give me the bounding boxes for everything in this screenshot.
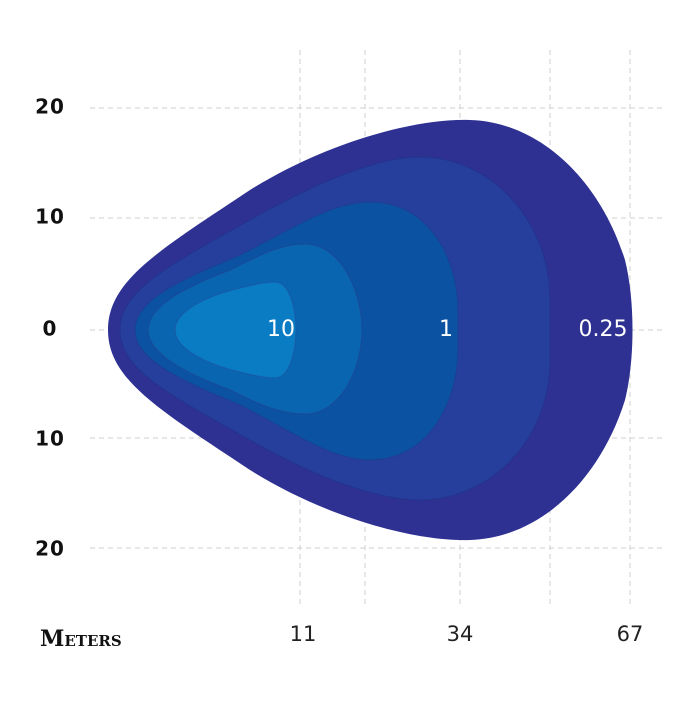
y-label: 20 bbox=[35, 95, 65, 119]
contour-label: 0.25 bbox=[579, 317, 628, 342]
x-label: 67 bbox=[617, 622, 644, 646]
y-label: 10 bbox=[35, 205, 65, 229]
x-label: 11 bbox=[290, 622, 317, 646]
y-label: 10 bbox=[35, 427, 65, 451]
contours bbox=[108, 119, 633, 541]
contour-inner bbox=[174, 281, 297, 379]
y-label: 0 bbox=[43, 317, 58, 341]
x-axis-title: Meters bbox=[40, 626, 122, 652]
contour-label: 10 bbox=[267, 317, 295, 342]
x-label: 34 bbox=[447, 622, 474, 646]
contour-label: 1 bbox=[439, 317, 453, 342]
y-label: 20 bbox=[35, 537, 65, 561]
